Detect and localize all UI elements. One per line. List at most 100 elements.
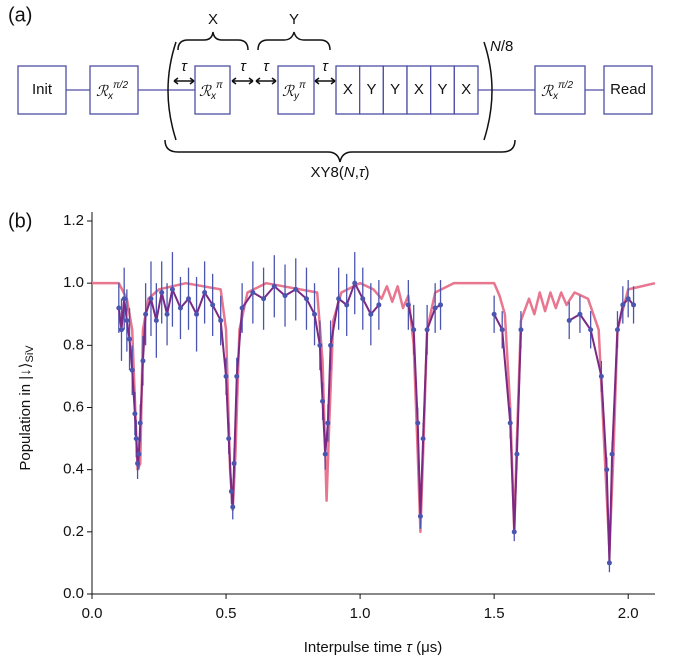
data-point	[420, 436, 426, 442]
data-point	[143, 311, 149, 317]
data-point	[518, 327, 524, 333]
gate-label: ℛyπ	[282, 80, 306, 102]
pulse-label: Y	[437, 81, 447, 98]
data-point	[320, 398, 326, 404]
tau-label: τ	[240, 58, 247, 75]
data-point	[417, 513, 423, 519]
data-point	[218, 317, 224, 323]
data-point	[511, 529, 517, 535]
data-point	[223, 373, 229, 379]
data-point	[164, 311, 170, 317]
y-tick-label: 1.0	[63, 274, 84, 291]
tau-label: τ	[322, 58, 329, 75]
data-point	[405, 302, 411, 308]
pulse-label: X	[343, 81, 353, 98]
data-point	[116, 305, 122, 311]
init-box	[17, 65, 67, 115]
data-point	[432, 305, 438, 311]
data-point	[228, 488, 234, 494]
data-point	[202, 289, 208, 295]
y-tick-label: 0.4	[63, 461, 84, 478]
data-point	[133, 436, 139, 442]
pulse-label: Y	[366, 81, 376, 98]
data-point	[153, 317, 159, 323]
data-point	[282, 293, 288, 299]
data-point	[231, 460, 237, 466]
data-point	[491, 311, 497, 317]
data-point	[137, 420, 143, 426]
read-box	[603, 65, 653, 115]
gate-label: ℛxπ	[199, 80, 223, 102]
data-point	[499, 327, 505, 333]
data-point	[234, 373, 240, 379]
data-point	[159, 289, 165, 295]
repeat-label: N/8	[490, 38, 513, 55]
y-axis-label: Population in |↓⟩SiV	[17, 345, 36, 471]
data-point	[261, 296, 267, 302]
data-point	[317, 342, 323, 348]
data-point	[124, 317, 130, 323]
data-point	[186, 296, 192, 302]
gate-box	[277, 65, 315, 115]
data-point	[140, 358, 146, 364]
data-point	[239, 305, 245, 311]
data-point	[344, 302, 350, 308]
y-tick-label: 0.0	[63, 585, 84, 602]
data-point	[303, 296, 309, 302]
data-point	[376, 302, 382, 308]
paren	[483, 41, 493, 141]
data-point	[598, 373, 604, 379]
data-point	[177, 305, 183, 311]
data-point	[210, 302, 216, 308]
data-point	[312, 311, 318, 317]
data-point	[129, 367, 135, 373]
data-point	[625, 296, 631, 302]
data-point	[121, 296, 127, 302]
data-point	[230, 504, 236, 510]
data-point	[250, 289, 256, 295]
pulse-box	[453, 65, 479, 115]
pulse-label: Y	[390, 81, 400, 98]
data-point	[118, 327, 124, 333]
x-tick-label: 1.5	[484, 605, 505, 622]
paren	[167, 41, 177, 141]
panel-label: (a)	[8, 4, 32, 26]
tau-arrows	[173, 77, 336, 85]
data-point	[325, 420, 331, 426]
data-point	[127, 336, 133, 342]
brace	[257, 31, 331, 51]
data-point	[620, 302, 626, 308]
data-point	[566, 317, 572, 323]
x-tick-label: 0.0	[82, 605, 103, 622]
pulse-label: X	[414, 81, 424, 98]
data-point	[604, 467, 610, 473]
data-point	[136, 451, 142, 457]
data-point	[507, 420, 513, 426]
block-label: XY8(N,τ)	[311, 164, 370, 181]
data-point	[424, 327, 430, 333]
data-point	[322, 451, 328, 457]
data-point	[588, 327, 594, 333]
model-line	[92, 281, 656, 552]
x-tick-label: 2.0	[618, 605, 639, 622]
data-point	[226, 436, 232, 442]
tau-label: τ	[263, 58, 270, 75]
y-tick-label: 0.6	[63, 398, 84, 415]
data-point	[360, 296, 366, 302]
y-tick-label: 1.2	[63, 212, 84, 229]
x-tick-label: 1.0	[350, 605, 371, 622]
gate-box	[89, 65, 139, 115]
y-tick-label: 0.2	[63, 523, 84, 540]
x-axis-label: Interpulse time τ (μs)	[304, 639, 442, 656]
x-tick-label: 0.5	[216, 605, 237, 622]
data-point	[609, 451, 615, 457]
brace-label: X	[208, 11, 218, 28]
data-point	[336, 296, 342, 302]
data-point	[169, 286, 175, 292]
brace-label: Y	[289, 11, 299, 28]
data-point	[368, 311, 374, 317]
pulse-label: X	[461, 81, 471, 98]
data-point	[514, 451, 520, 457]
data-point	[614, 327, 620, 333]
